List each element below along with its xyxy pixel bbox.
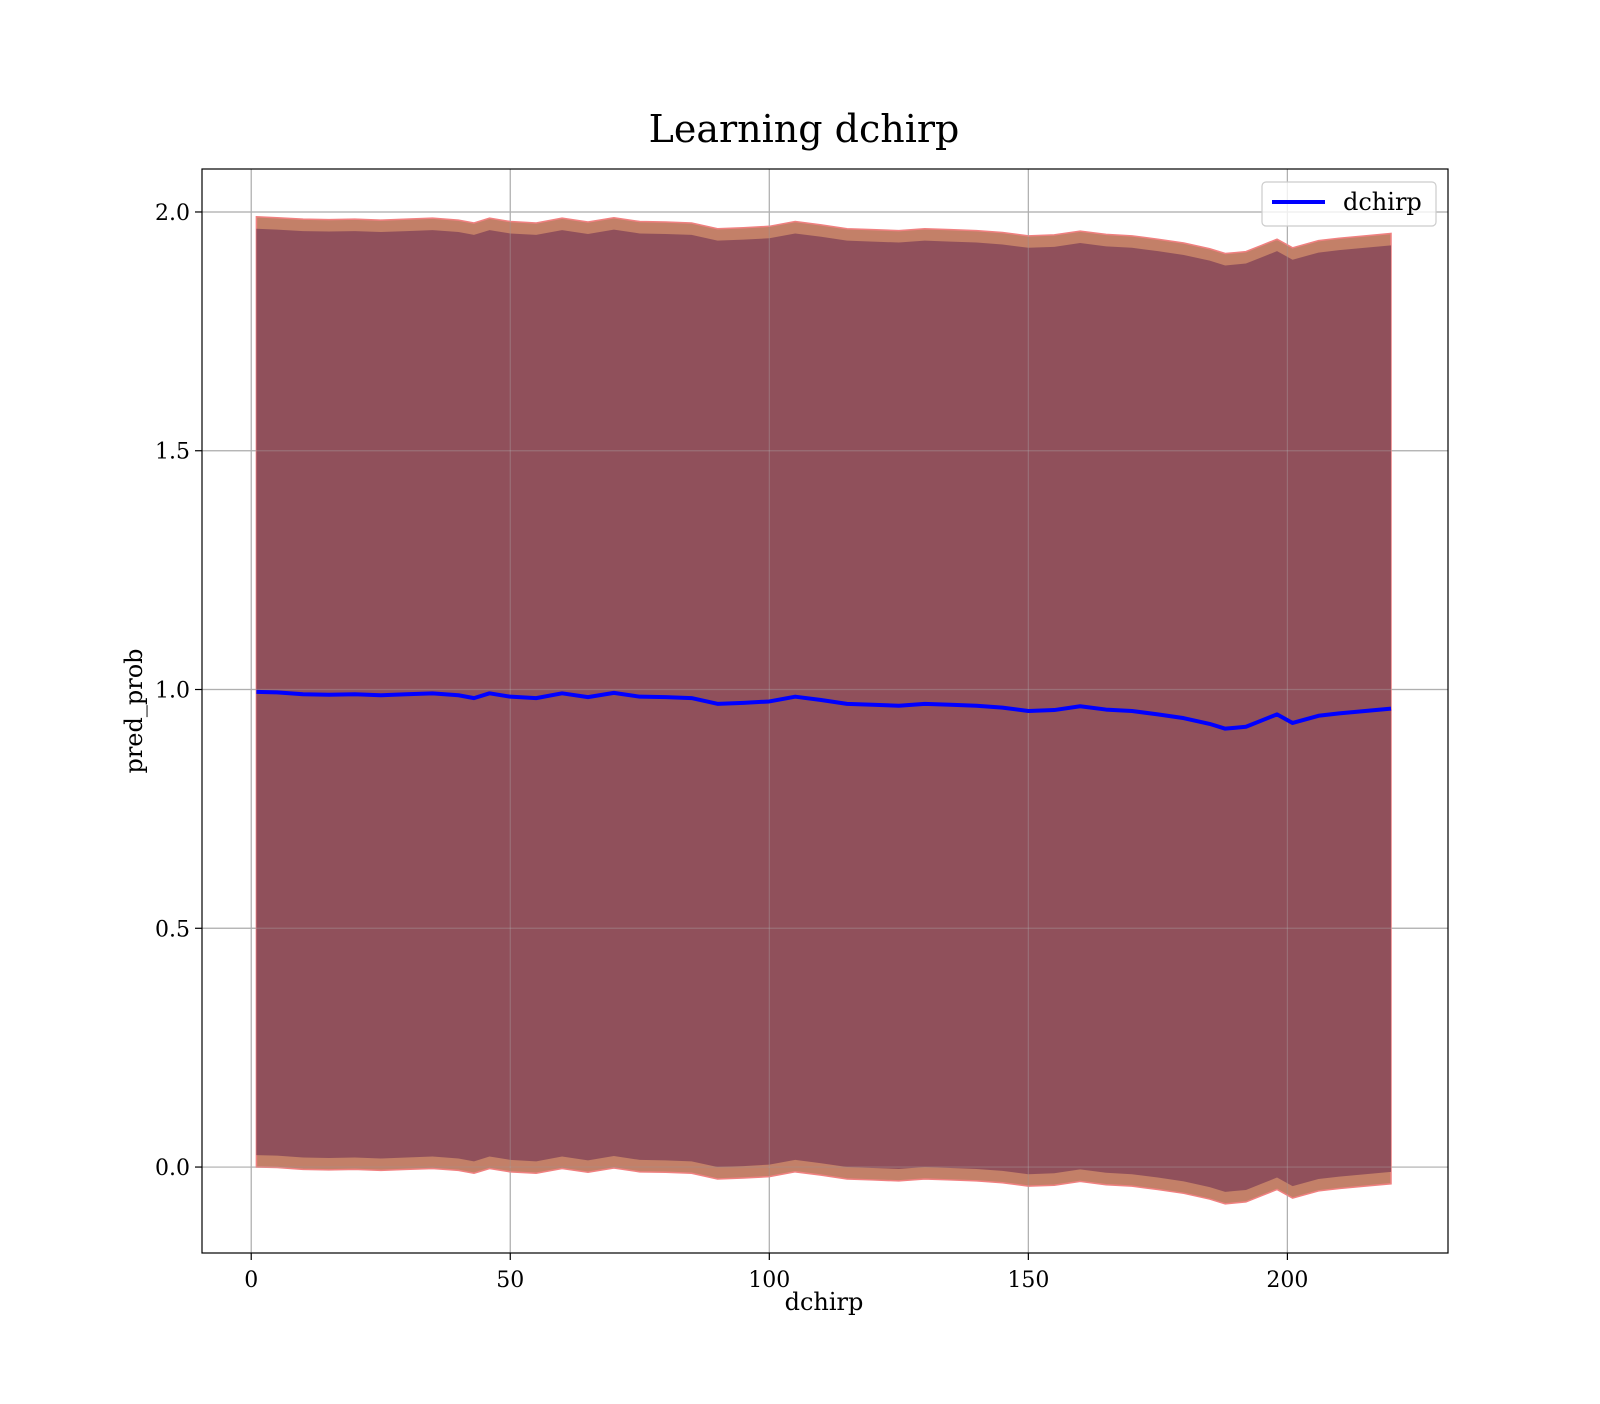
y-tick-label: 1.5 xyxy=(155,440,190,465)
plot-frame xyxy=(201,168,1449,1254)
y-tick-label: 2.0 xyxy=(155,201,190,226)
x-tick-label: 150 xyxy=(1007,1268,1049,1293)
y-tick-label: 0.5 xyxy=(155,917,190,942)
series-lines xyxy=(256,689,1392,731)
legend-box xyxy=(1261,181,1437,227)
x-tick-label: 200 xyxy=(1266,1268,1308,1293)
x-tick-label: 50 xyxy=(496,1268,524,1293)
axis-ticks: 0 50 100 150 200 0.0 0.5 1.0 1.5 2.0 xyxy=(155,201,1308,1293)
x-axis-label: dchirp xyxy=(785,1288,864,1316)
confidence-bands xyxy=(202,169,1448,1253)
legend-label-dchirp: dchirp xyxy=(1343,188,1422,216)
y-tick-label: 1.0 xyxy=(155,679,190,704)
inner-confidence-band xyxy=(256,228,1392,1192)
series-line-dchirp xyxy=(256,689,1392,731)
x-tick-label: 0 xyxy=(244,1268,258,1293)
legend: dchirp xyxy=(1261,181,1437,227)
x-tick-label: 100 xyxy=(748,1268,790,1293)
y-tick-label: 0.0 xyxy=(155,1156,190,1181)
y-axis-label: pred_prob xyxy=(120,648,148,773)
chart-title: Learning dchirp xyxy=(649,107,960,151)
